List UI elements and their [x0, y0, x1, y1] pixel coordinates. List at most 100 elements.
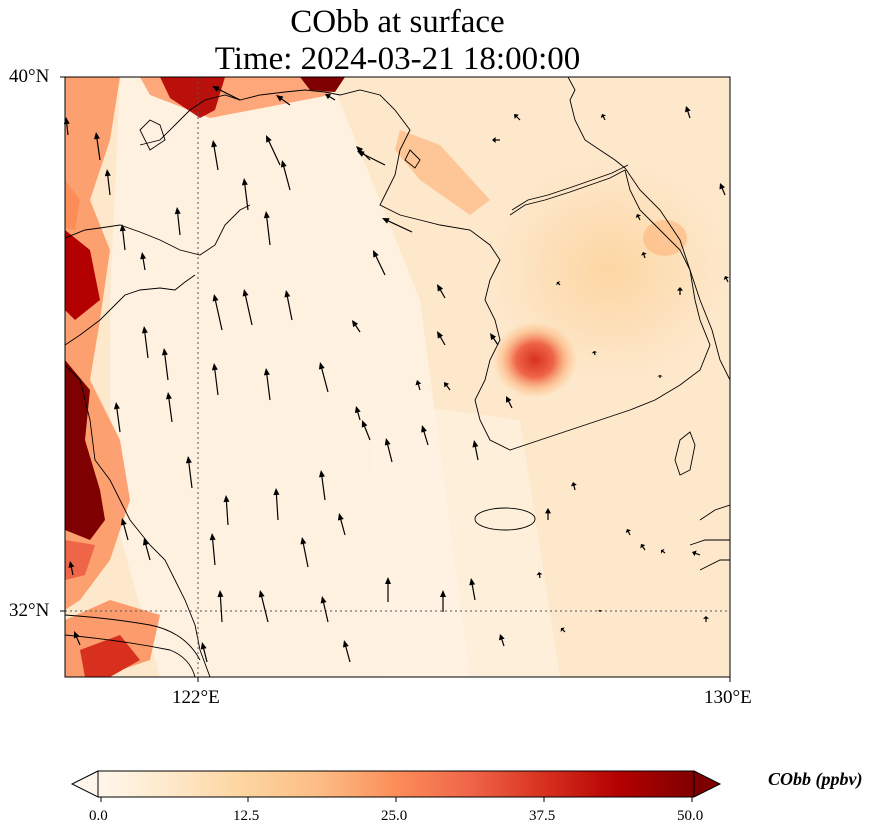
- coastline-island-2: [404, 149, 421, 169]
- border-china-nk-north: [567, 77, 626, 169]
- wind-arrow-head: [437, 284, 444, 292]
- wind-arrow-shaft: [96, 136, 101, 161]
- wind-arrow-head: [318, 470, 325, 478]
- field-north-plume-core: [160, 77, 225, 118]
- wind-arrow-head: [384, 438, 391, 446]
- gridlines: [65, 77, 730, 677]
- coastline-kyushu: [689, 504, 730, 571]
- wind-arrow-shaft: [282, 163, 291, 191]
- tick-marks: [60, 76, 731, 682]
- wind-arrow-head: [492, 137, 496, 143]
- lon-label-130: 130°E: [704, 687, 752, 708]
- coastline-jiangsu: [65, 364, 211, 677]
- lat-label-32: 32°N: [9, 600, 50, 621]
- wind-arrow-head: [200, 642, 207, 650]
- wind-arrow-head: [211, 363, 218, 371]
- border-china-korea: [509, 169, 626, 216]
- wind-arrow-head: [223, 495, 230, 503]
- colorbar-tick-0: 0.0: [89, 808, 108, 824]
- field-shanghai-core: [80, 635, 140, 677]
- wind-arrow-head: [142, 538, 149, 546]
- wind-arrow-shaft: [374, 253, 386, 276]
- colorbar-label: CObb (ppbv): [768, 769, 863, 789]
- wind-arrow-head: [212, 86, 220, 92]
- border-china-korea-2: [511, 164, 629, 211]
- wind-arrow-shaft: [187, 460, 193, 489]
- wind-arrow-head: [415, 380, 422, 386]
- wind-arrow-shaft: [115, 406, 121, 433]
- wind-arrow-shaft: [122, 521, 129, 541]
- wind-arrow-head: [325, 94, 332, 100]
- wind-arrow-head: [94, 132, 100, 140]
- wind-arrow-head: [263, 368, 270, 376]
- wind-arrow-head: [357, 151, 365, 157]
- wind-arrow-head: [161, 348, 168, 356]
- coastline-shandong-south: [65, 274, 196, 346]
- wind-arrow-shaft: [286, 294, 293, 321]
- wind-arrow-shaft: [339, 516, 346, 536]
- wind-arrows: [63, 86, 730, 663]
- wind-arrow-head: [165, 392, 172, 400]
- wind-arrow-head: [385, 577, 391, 584]
- wind-arrow-head: [641, 252, 647, 256]
- wind-arrow-head: [361, 420, 368, 428]
- wind-arrow-head: [437, 331, 444, 339]
- wind-arrow-shaft: [163, 352, 169, 381]
- wind-arrow-head: [373, 250, 379, 258]
- wind-arrow-shaft: [244, 292, 253, 326]
- colorbar-gradient: [98, 771, 694, 797]
- wind-arrow-shaft: [320, 365, 329, 393]
- coastline-yangtze-north: [65, 614, 201, 661]
- wind-arrow-head: [469, 578, 476, 586]
- plot-title-line2: Time: 2024-03-21 18:00:00: [214, 41, 581, 77]
- wind-arrow-head: [354, 406, 361, 414]
- wind-arrow-head: [536, 572, 543, 576]
- wind-arrow-shaft: [386, 441, 393, 463]
- wind-arrow-shaft: [214, 297, 223, 331]
- wind-arrow-head: [141, 326, 148, 334]
- wind-arrow-head: [421, 425, 427, 433]
- wind-arrow-head: [545, 508, 551, 514]
- wind-arrow-head: [300, 537, 307, 545]
- wind-arrow-head: [185, 456, 192, 464]
- wind-arrow-shaft: [176, 211, 181, 236]
- wind-arrow-head: [113, 402, 120, 410]
- wind-arrow-head: [352, 320, 359, 328]
- wind-arrow-head: [444, 382, 450, 388]
- wind-arrow-head: [318, 362, 325, 370]
- wind-arrow-head: [266, 135, 272, 143]
- lon-label-122: 122°E: [172, 687, 220, 708]
- colorbar: [70, 770, 722, 802]
- wind-arrow-head: [556, 281, 561, 286]
- wind-arrow-shaft: [213, 144, 219, 171]
- wind-arrow-head: [684, 106, 691, 113]
- wind-arrow-head: [217, 590, 224, 598]
- wind-arrow-head: [68, 561, 75, 568]
- wind-arrow-head: [440, 590, 446, 597]
- wind-arrow-head: [211, 140, 218, 148]
- wind-arrow-head: [719, 183, 726, 190]
- wind-arrow-head: [635, 214, 642, 219]
- wind-arrow-shaft: [322, 599, 329, 623]
- field-west-hot-1: [65, 230, 100, 320]
- wind-arrow-shaft: [213, 367, 219, 396]
- colorbar-extend-max: [693, 770, 722, 798]
- wind-arrow-head: [212, 294, 219, 302]
- wind-arrow-head: [723, 276, 730, 281]
- wind-arrow-head: [692, 550, 697, 557]
- wind-arrow-shaft: [121, 228, 126, 251]
- wind-arrow-shaft: [471, 582, 476, 601]
- coastline-island-1: [139, 119, 166, 151]
- field-north-plume-core-2: [300, 77, 345, 92]
- wind-arrow-head: [280, 160, 287, 168]
- wind-arrow-head: [490, 333, 497, 341]
- coastline-shandong: [65, 204, 251, 256]
- wind-arrow-shaft: [360, 152, 386, 166]
- colorbar-tick-4: 50.0: [677, 808, 704, 824]
- wind-arrow-head: [104, 169, 111, 177]
- coastline-korea-east: [624, 167, 730, 381]
- wind-arrow-shaft: [267, 138, 281, 166]
- wind-arrow-head: [241, 178, 248, 186]
- wind-arrow-shaft: [215, 87, 241, 101]
- wind-arrow-head: [337, 513, 344, 521]
